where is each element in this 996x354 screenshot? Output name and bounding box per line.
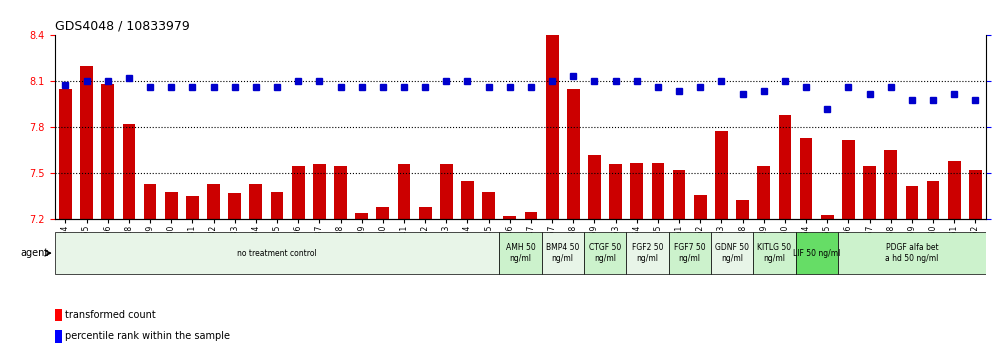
- Bar: [335, 166, 347, 219]
- Bar: [143, 184, 156, 219]
- FancyBboxPatch shape: [711, 233, 753, 274]
- FancyBboxPatch shape: [753, 233, 796, 274]
- Bar: [843, 140, 855, 219]
- Bar: [80, 66, 93, 219]
- Text: transformed count: transformed count: [65, 310, 155, 320]
- Bar: [779, 115, 792, 219]
- FancyBboxPatch shape: [499, 233, 542, 274]
- Bar: [482, 192, 495, 219]
- Bar: [271, 192, 284, 219]
- Bar: [884, 150, 897, 219]
- Bar: [800, 138, 813, 219]
- Bar: [419, 207, 431, 219]
- Text: KITLG 50
ng/ml: KITLG 50 ng/ml: [757, 244, 792, 263]
- Bar: [821, 215, 834, 219]
- Bar: [504, 216, 516, 219]
- Bar: [589, 155, 601, 219]
- FancyBboxPatch shape: [584, 233, 626, 274]
- Bar: [292, 166, 305, 219]
- Bar: [102, 85, 114, 219]
- Text: PDGF alfa bet
a hd 50 ng/ml: PDGF alfa bet a hd 50 ng/ml: [885, 244, 938, 263]
- Bar: [55, 309, 62, 321]
- Text: CTGF 50
ng/ml: CTGF 50 ng/ml: [589, 244, 622, 263]
- FancyBboxPatch shape: [626, 233, 668, 274]
- Text: AMH 50
ng/ml: AMH 50 ng/ml: [506, 244, 535, 263]
- Bar: [165, 192, 177, 219]
- Bar: [186, 196, 199, 219]
- Bar: [250, 184, 262, 219]
- Text: BMP4 50
ng/ml: BMP4 50 ng/ml: [546, 244, 580, 263]
- Bar: [376, 207, 389, 219]
- Text: no treatment control: no treatment control: [237, 249, 317, 258]
- Text: LIF 50 ng/ml: LIF 50 ng/ml: [793, 249, 841, 258]
- Bar: [123, 124, 135, 219]
- FancyBboxPatch shape: [668, 233, 711, 274]
- Bar: [694, 195, 707, 219]
- FancyBboxPatch shape: [838, 233, 986, 274]
- Bar: [397, 164, 410, 219]
- Text: FGF2 50
ng/ml: FGF2 50 ng/ml: [631, 244, 663, 263]
- Bar: [313, 164, 326, 219]
- Bar: [630, 163, 643, 219]
- FancyBboxPatch shape: [796, 233, 838, 274]
- Bar: [440, 164, 453, 219]
- Bar: [59, 89, 72, 219]
- Bar: [525, 212, 538, 219]
- Bar: [55, 330, 62, 343]
- Bar: [736, 200, 749, 219]
- Bar: [969, 170, 982, 219]
- Bar: [228, 193, 241, 219]
- Bar: [651, 163, 664, 219]
- Text: agent: agent: [20, 248, 49, 258]
- Bar: [610, 164, 622, 219]
- Text: FGF7 50
ng/ml: FGF7 50 ng/ml: [674, 244, 705, 263]
- Bar: [207, 184, 220, 219]
- Bar: [905, 186, 918, 219]
- Bar: [461, 181, 474, 219]
- Text: percentile rank within the sample: percentile rank within the sample: [65, 331, 230, 341]
- Bar: [673, 170, 685, 219]
- FancyBboxPatch shape: [542, 233, 584, 274]
- Text: GDS4048 / 10833979: GDS4048 / 10833979: [55, 20, 189, 33]
- Text: GDNF 50
ng/ml: GDNF 50 ng/ml: [715, 244, 749, 263]
- Bar: [864, 166, 876, 219]
- Bar: [567, 89, 580, 219]
- Bar: [927, 181, 939, 219]
- FancyBboxPatch shape: [55, 233, 499, 274]
- Bar: [715, 131, 728, 219]
- Bar: [546, 0, 559, 219]
- Bar: [758, 166, 770, 219]
- Bar: [948, 161, 961, 219]
- Bar: [356, 213, 369, 219]
